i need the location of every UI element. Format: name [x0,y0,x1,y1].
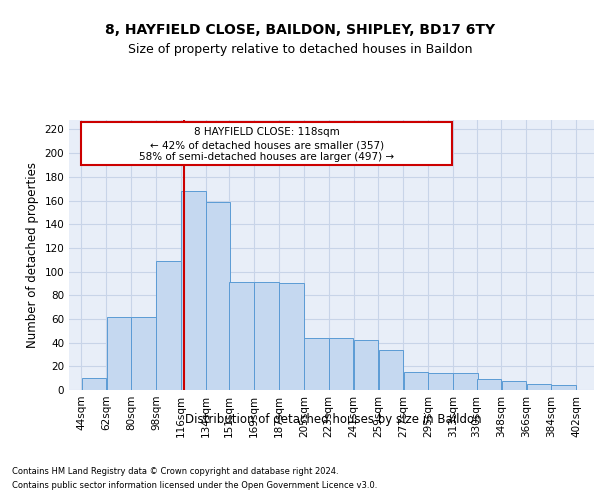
Text: Size of property relative to detached houses in Baildon: Size of property relative to detached ho… [128,42,472,56]
Bar [254,282,279,390]
Bar [206,202,230,390]
Text: 8 HAYFIELD CLOSE: 118sqm: 8 HAYFIELD CLOSE: 118sqm [194,127,340,137]
Text: Contains HM Land Registry data © Crown copyright and database right 2024.: Contains HM Land Registry data © Crown c… [12,468,338,476]
Text: 58% of semi-detached houses are larger (497) →: 58% of semi-detached houses are larger (… [139,152,394,162]
Bar [107,316,131,390]
Text: ← 42% of detached houses are smaller (357): ← 42% of detached houses are smaller (35… [149,140,383,150]
Bar [229,282,254,390]
Bar [131,316,156,390]
Bar [279,284,304,390]
Bar [551,386,576,390]
Bar [379,350,403,390]
Text: Contains public sector information licensed under the Open Government Licence v3: Contains public sector information licen… [12,481,377,490]
Bar [354,340,378,390]
Bar [156,261,181,390]
Bar [82,378,106,390]
Bar [404,372,428,390]
Bar [428,374,453,390]
FancyBboxPatch shape [82,122,452,165]
Text: 8, HAYFIELD CLOSE, BAILDON, SHIPLEY, BD17 6TY: 8, HAYFIELD CLOSE, BAILDON, SHIPLEY, BD1… [105,22,495,36]
Bar [453,374,478,390]
Text: Distribution of detached houses by size in Baildon: Distribution of detached houses by size … [185,412,481,426]
Bar [527,384,551,390]
Bar [329,338,353,390]
Bar [304,338,329,390]
Bar [477,380,501,390]
Bar [502,380,526,390]
Y-axis label: Number of detached properties: Number of detached properties [26,162,39,348]
Bar [181,191,206,390]
